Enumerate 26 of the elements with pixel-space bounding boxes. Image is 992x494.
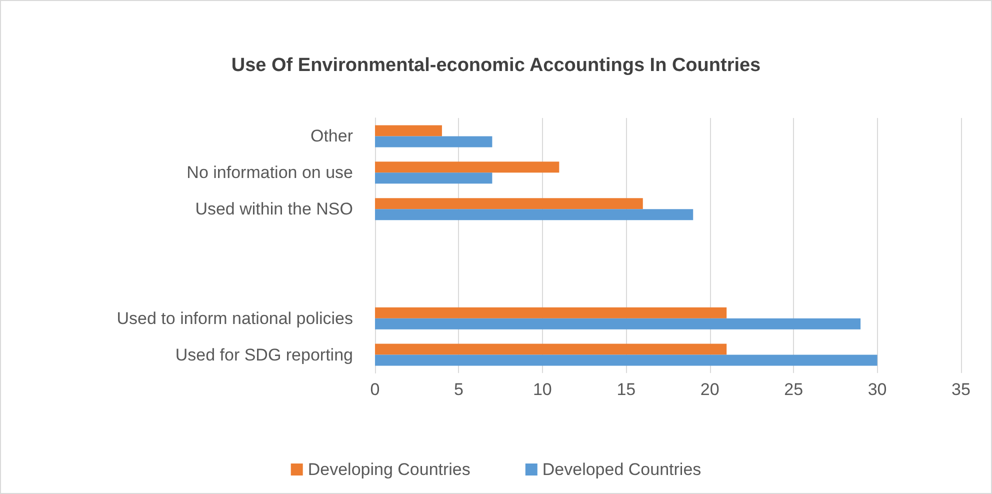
bar: [375, 125, 442, 136]
x-tick-label: 10: [532, 380, 552, 399]
x-tick-label: 30: [868, 380, 887, 399]
x-tick-label: 15: [616, 380, 636, 399]
y-tick-label: Used to inform national policies: [116, 308, 353, 328]
legend-label: Developed Countries: [542, 460, 702, 479]
y-tick-label: Other: [310, 126, 354, 146]
bar: [375, 136, 492, 148]
x-tick-label: 20: [700, 380, 720, 399]
bar: [375, 354, 878, 366]
bar: [375, 198, 643, 210]
x-tick-label: 5: [454, 380, 464, 399]
bar: [375, 172, 492, 184]
y-tick-label: No information on use: [186, 163, 353, 182]
legend-label: Developing Countries: [308, 460, 470, 479]
x-tick-label: 0: [370, 380, 380, 399]
x-tick-label: 35: [952, 380, 970, 399]
bar: [375, 318, 861, 330]
bar: [375, 307, 727, 318]
y-tick-label: Used within the NSO: [195, 200, 353, 219]
chart-title: Use Of Environmental-economic Accountings In Countries: [231, 55, 761, 76]
x-tick-label: 25: [784, 380, 804, 399]
bar: [375, 162, 560, 173]
bar: [375, 344, 727, 355]
y-tick-label: Used for SDG reporting: [175, 345, 353, 364]
bar: [375, 209, 694, 220]
